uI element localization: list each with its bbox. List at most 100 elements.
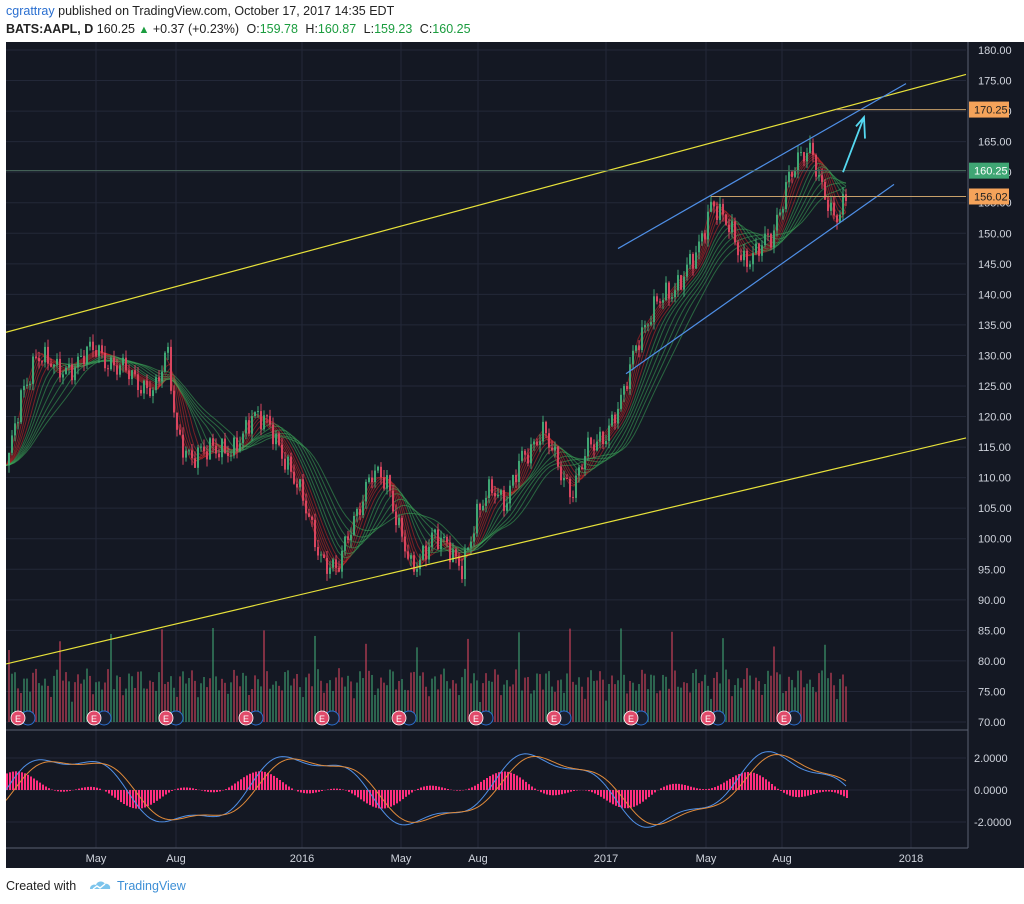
price-tick-label: 70.00 xyxy=(978,717,1006,729)
volume-bar xyxy=(23,678,25,722)
macd-line xyxy=(5,751,847,828)
candle-body xyxy=(785,182,787,209)
volume-bar xyxy=(230,682,232,722)
volume-bar xyxy=(539,674,541,722)
macd-histogram-bar xyxy=(258,771,260,790)
candle-body xyxy=(113,357,115,366)
macd-histogram-bar xyxy=(381,790,383,809)
volume-bar xyxy=(56,669,58,722)
candle-body xyxy=(788,171,790,183)
author-link[interactable]: cgrattray xyxy=(6,4,55,18)
macd-histogram-bar xyxy=(114,790,116,798)
volume-bar xyxy=(584,698,586,722)
volume-bar xyxy=(557,680,559,722)
candle-body xyxy=(692,254,694,269)
volume-bar xyxy=(311,686,313,722)
price-tick-label: 125.00 xyxy=(978,381,1012,393)
volume-bar xyxy=(566,673,568,722)
macd-histogram-bar xyxy=(216,790,218,792)
macd-histogram-bar xyxy=(48,788,50,790)
candle-body xyxy=(803,152,805,162)
candle-body xyxy=(182,434,184,458)
earnings-marker-label: E xyxy=(705,714,711,724)
candle-body xyxy=(221,438,223,458)
candle-body xyxy=(494,493,496,497)
volume-bar xyxy=(554,691,556,722)
volume-bar xyxy=(824,644,826,722)
volume-bar xyxy=(728,679,730,722)
macd-histogram-bar xyxy=(483,779,485,790)
macd-histogram-bar xyxy=(189,787,191,790)
candle-body xyxy=(599,431,601,442)
volume-bar xyxy=(467,638,469,722)
macd-histogram-bar xyxy=(609,790,611,803)
candle-body xyxy=(149,388,151,396)
macd-histogram-bar xyxy=(270,774,272,790)
osc-tick-label: -2.0000 xyxy=(974,817,1011,829)
candle-body xyxy=(80,355,82,357)
candle-body xyxy=(623,385,625,395)
candle-body xyxy=(44,346,46,363)
macd-histogram-bar xyxy=(654,790,656,793)
candle-body xyxy=(770,233,772,248)
candle-body xyxy=(281,444,283,459)
volume-bar xyxy=(98,681,100,722)
candle-body xyxy=(392,490,394,512)
volume-bar xyxy=(719,683,721,722)
earnings-marker xyxy=(391,710,407,726)
macd-histogram-bar xyxy=(54,790,56,791)
volume-bar xyxy=(782,693,784,722)
volume-bar xyxy=(86,668,88,722)
volume-bar xyxy=(545,673,547,722)
volume-bar xyxy=(746,668,748,722)
macd-histogram-bar xyxy=(117,790,119,800)
upper-trend-line xyxy=(617,83,907,250)
macd-histogram-bar xyxy=(87,786,89,790)
macd-histogram-bar xyxy=(840,790,842,795)
macd-histogram-bar xyxy=(351,790,353,794)
projection-arrow-icon xyxy=(842,114,866,173)
volume-bar xyxy=(842,674,844,722)
macd-histogram-bar xyxy=(498,772,500,790)
volume-bar xyxy=(758,681,760,722)
candle-body xyxy=(740,255,742,261)
volume-bar xyxy=(146,688,148,722)
volume-bar xyxy=(221,678,223,722)
candle-body xyxy=(251,416,253,434)
macd-histogram-bar xyxy=(300,790,302,793)
macd-histogram-bar xyxy=(783,790,785,793)
macd-histogram-bar xyxy=(267,772,269,790)
candle-body xyxy=(485,497,487,506)
macd-histogram-bar xyxy=(156,790,158,801)
tradingview-logo-icon[interactable] xyxy=(88,877,112,893)
macd-histogram-bar xyxy=(42,784,44,790)
tradingview-brand-link[interactable]: TradingView xyxy=(117,879,186,893)
volume-bar xyxy=(770,675,772,722)
volume-bar xyxy=(743,679,745,722)
macd-histogram-bar xyxy=(327,789,329,790)
macd-histogram-bar xyxy=(342,789,344,790)
volume-bar xyxy=(509,686,511,722)
candle-body xyxy=(566,477,568,479)
candle-body xyxy=(386,475,388,489)
candle-body xyxy=(107,368,109,370)
candle-body xyxy=(461,565,463,580)
macd-histogram-bar xyxy=(147,790,149,807)
macd-histogram-bar xyxy=(162,790,164,797)
macd-histogram-bar xyxy=(576,790,578,791)
candle-body xyxy=(398,517,400,526)
earnings-marker xyxy=(546,710,562,726)
macd-histogram-bar xyxy=(765,779,767,790)
macd-histogram-bar xyxy=(825,790,827,792)
price-tick-label: 105.00 xyxy=(978,503,1012,515)
candle-body xyxy=(305,500,307,514)
volume-bar xyxy=(713,677,715,722)
volume-bar xyxy=(626,693,628,722)
volume-bar xyxy=(377,688,379,722)
macd-histogram-bar xyxy=(321,790,323,791)
macd-histogram-bar xyxy=(843,790,845,797)
candle-body xyxy=(242,433,244,444)
candle-body xyxy=(29,383,31,385)
